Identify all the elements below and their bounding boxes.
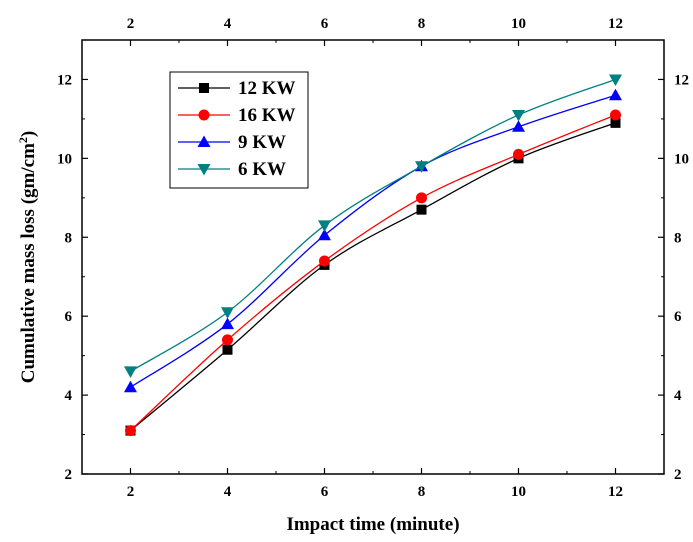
plot-frame [81,39,665,475]
data-point-square [222,344,233,355]
data-point-square [416,204,427,215]
legend-label: 9 KW [238,132,286,153]
x-axis-title: Impact time (minute) [286,514,459,535]
y-axis-title-suffix: ) [18,131,39,137]
data-point-triangle-down [197,164,211,176]
data-point-triangle-down [415,161,428,173]
legend-item: 6 KW [178,159,286,180]
data-point-triangle-down [221,307,234,319]
series-line [130,122,616,432]
data-point-triangle-up [318,228,331,241]
x-tick-label-bottom: 12 [608,484,623,500]
series-line [130,114,616,432]
data-point-triangle-up [124,380,137,393]
y-tick-label-right: 2 [674,467,682,483]
data-point-triangle-up [221,317,234,330]
data-point-triangle-up [197,135,211,147]
data-point-circle [416,192,427,204]
legend-item: 12 KW [178,78,296,99]
x-tick-label-bottom: 8 [418,484,426,500]
legend-item: 16 KW [178,105,296,126]
y-tick-label-right: 4 [674,388,682,404]
y-tick-label-left: 2 [65,467,73,483]
x-tick-label-top: 6 [321,16,329,32]
y-tick-label-right: 10 [674,151,689,167]
data-point-circle [319,255,330,267]
x-tick-label-top: 12 [608,16,623,32]
legend-label: 12 KW [238,78,296,99]
legend: 12 KW 16 KW 9 KW 6 KW [169,71,309,189]
y-tick-label-left: 8 [65,230,73,246]
legend-label: 6 KW [238,159,286,180]
data-point-circle [222,334,233,346]
series-16-kw [125,109,621,437]
data-point-square [610,117,621,128]
y-axis-title-sup: 2 [16,137,30,143]
legend-label: 16 KW [238,105,296,126]
data-point-triangle-up [609,88,622,101]
data-point-circle [198,109,210,121]
y-tick-label-right: 8 [674,230,682,246]
series-layer [124,74,622,437]
data-point-triangle-up [512,120,525,132]
series-6-kw [124,74,622,378]
x-tick-label-top: 8 [418,16,426,32]
x-tick-label-top: 10 [511,16,526,32]
data-point-triangle-down [609,74,622,86]
y-axis-title: Cumulative mass loss (gm/cm2) [16,131,39,383]
data-point-circle [125,425,136,437]
y-tick-label-right: 6 [674,309,682,325]
series-line [130,78,616,372]
data-point-triangle-down [318,220,331,232]
y-tick-label-left: 12 [57,72,72,88]
data-point-triangle-down [124,366,137,378]
y-tick-label-left: 4 [65,388,73,404]
data-point-circle [610,109,621,121]
y-tick-label-right: 12 [674,72,689,88]
y-tick-label-left: 10 [57,151,72,167]
data-point-triangle-down [512,109,525,122]
y-tick-label-left: 6 [65,309,73,325]
x-tick-label-top: 2 [127,16,135,32]
data-point-square [199,83,209,93]
x-tick-label-bottom: 10 [511,484,526,500]
x-tick-label-bottom: 4 [224,484,232,500]
x-tick-label-bottom: 2 [127,484,135,500]
axis-ticks: 2 2 4 4 6 6 8 8 10 10 12 12 2 2 4 4 6 6 8 8 10 10 12 12 [57,16,689,500]
data-point-circle [513,148,524,160]
x-tick-label-bottom: 6 [321,484,329,500]
y-axis-title-main: Cumulative mass loss (gm/cm [18,143,39,383]
legend-item: 9 KW [178,132,286,153]
x-tick-label-top: 4 [224,16,232,32]
series-line [130,94,616,388]
series-9-kw [124,88,622,393]
